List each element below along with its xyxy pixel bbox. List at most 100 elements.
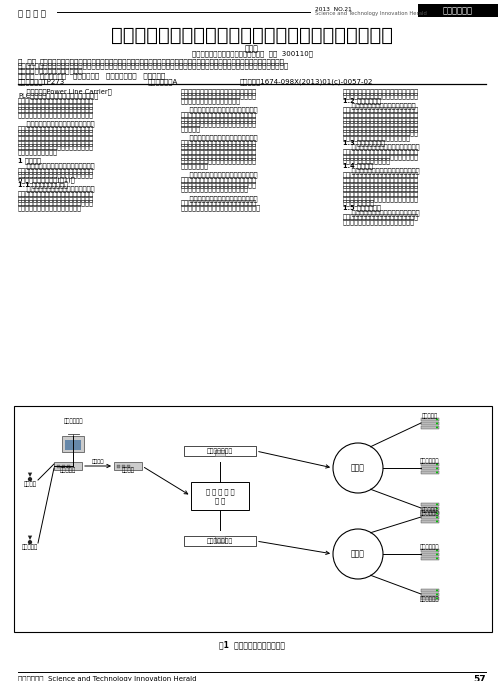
Text: 能力和可扩展性，可以有效地减少因电表硬: 能力和可扩展性，可以有效地减少因电表硬 [181, 93, 257, 99]
Text: 关键词：: 关键词： [18, 72, 35, 79]
Text: 科技创新导报: 科技创新导报 [443, 6, 473, 15]
Circle shape [436, 422, 438, 424]
Text: 件无法升级导致频繁更换的问题。: 件无法升级导致频繁更换的问题。 [181, 97, 241, 104]
Text: 局域网: 局域网 [351, 464, 365, 473]
Text: 化，大大是高家用电器的品质和性能。: 化，大大是高家用电器的品质和性能。 [343, 135, 411, 141]
Text: 随着电子技术的不断提高，智能电表的: 随着电子技术的不断提高，智能电表的 [181, 195, 258, 202]
Text: 模块化智能电表: 模块化智能电表 [207, 448, 233, 454]
Text: 就能提升整套智能电表能力，电表自身也保留: 就能提升整套智能电表能力，电表自身也保留 [181, 204, 261, 211]
FancyBboxPatch shape [421, 549, 439, 552]
Text: 到家庭当中，在提高了家庭整体智能化水平的同时减少了家庭用电，同时拥有标准化模式建成的节能平台可以从根本上解决设备之间的兼容问: 到家庭当中，在提高了家庭整体智能化水平的同时减少了家庭用电，同时拥有标准化模式建… [18, 63, 289, 69]
Text: 1.2 智能家用电器: 1.2 智能家用电器 [343, 97, 381, 104]
Text: 的桥梁作用，这样可以有效地克服因线路过: 的桥梁作用，这样可以有效地克服因线路过 [343, 186, 419, 192]
Text: 局域网: 局域网 [351, 550, 365, 558]
Text: 图1  家庭智能节能系统框架图: 图1 家庭智能节能系统框架图 [219, 640, 285, 649]
FancyBboxPatch shape [62, 465, 65, 468]
FancyBboxPatch shape [122, 465, 125, 468]
FancyBboxPatch shape [127, 465, 130, 468]
FancyBboxPatch shape [421, 466, 439, 470]
Text: 光纤通讯: 光纤通讯 [92, 458, 104, 464]
Text: 工作，并通过电子载波技术实现智能电表与: 工作，并通过电子载波技术实现智能电表与 [181, 144, 257, 151]
Text: 题，增加平台的多样性和可靠性。: 题，增加平台的多样性和可靠性。 [18, 67, 84, 74]
Circle shape [436, 550, 438, 552]
Circle shape [436, 471, 438, 473]
Text: 文献标识码：A: 文献标识码：A [148, 78, 178, 84]
Circle shape [436, 516, 438, 518]
Text: 吴树茂: 吴树茂 [245, 44, 259, 53]
Text: 进行语音或数据传输的一种特殊通信方式。: 进行语音或数据传输的一种特殊通信方式。 [18, 97, 94, 104]
Text: 庭智能化已是今后电子行业、通讯行业及家: 庭智能化已是今后电子行业、通讯行业及家 [18, 125, 94, 132]
FancyBboxPatch shape [62, 436, 84, 452]
Text: 电 力 线 载 波: 电 力 线 载 波 [206, 489, 234, 495]
Text: 保，减少了污染物的排放。: 保，减少了污染物的排放。 [343, 158, 391, 164]
Text: 家庭智能节能系统基本由模块式智能载: 家庭智能节能系统基本由模块式智能载 [18, 162, 95, 169]
FancyBboxPatch shape [421, 556, 439, 560]
Circle shape [436, 597, 438, 599]
Text: 1.5 节能服务系统: 1.5 节能服务系统 [343, 204, 381, 211]
Text: 电力公司服务器之间的信息连接，模块中的: 电力公司服务器之间的信息连接，模块中的 [181, 148, 257, 155]
FancyBboxPatch shape [421, 516, 439, 519]
Text: 网络中端: 网络中端 [121, 467, 135, 473]
Text: 讯的转发，起到联接智能电表与节能服务器: 讯的转发，起到联接智能电表与节能服务器 [343, 181, 419, 187]
Circle shape [436, 418, 438, 420]
Text: 固定模块。: 固定模块。 [181, 125, 201, 132]
Text: 科技创新导报  Science and Technology Innovation Herald: 科技创新导报 Science and Technology Innovation… [18, 675, 197, 681]
Circle shape [436, 558, 438, 559]
FancyBboxPatch shape [421, 417, 439, 421]
Text: 节能服务源: 节能服务源 [60, 467, 76, 473]
FancyBboxPatch shape [117, 465, 120, 468]
Text: 络中端，完成通讯方式由电力载波到光纤通: 络中端，完成通讯方式由电力载波到光纤通 [343, 176, 419, 183]
FancyBboxPatch shape [418, 4, 498, 17]
Text: 使用电力载波技术搭建智能化及标准化的家庭节能平台: 使用电力载波技术搭建智能化及标准化的家庭节能平台 [111, 26, 393, 45]
Text: 2013  NO.21: 2013 NO.21 [315, 7, 352, 12]
Text: 智能家用电器: 智能家用电器 [420, 458, 440, 464]
FancyBboxPatch shape [215, 536, 225, 542]
FancyBboxPatch shape [421, 511, 439, 515]
Text: 通讯模块主要仿其通过局域网实现智能: 通讯模块主要仿其通过局域网实现智能 [181, 135, 258, 141]
Circle shape [436, 467, 438, 469]
Text: 电力线载波Power Line Carrier－: 电力线载波Power Line Carrier－ [18, 88, 111, 95]
FancyBboxPatch shape [191, 482, 249, 510]
Circle shape [28, 540, 32, 544]
Text: 综合处理模块是智能电表的核心，模块: 综合处理模块是智能电表的核心，模块 [181, 172, 258, 178]
Circle shape [436, 589, 438, 591]
Text: 1.3 家庭新能源系统: 1.3 家庭新能源系统 [343, 139, 385, 146]
Circle shape [28, 477, 32, 481]
Text: 家庭，在降低了家庭的用电量的同时低碳环: 家庭，在降低了家庭的用电量的同时低碳环 [343, 153, 419, 160]
Text: 采用高速串口接接，并电表设计成模块式具: 采用高速串口接接，并电表设计成模块式具 [18, 200, 94, 206]
Circle shape [436, 593, 438, 595]
Text: PLC通信是利用电力线路作为信息传输媒介: PLC通信是利用电力线路作为信息传输媒介 [18, 93, 98, 99]
Text: 节能系统家庭: 节能系统家庭 [63, 418, 83, 424]
Text: 现将家庭智能、用电状态监控、数据实时传: 现将家庭智能、用电状态监控、数据实时传 [18, 139, 94, 146]
Text: 其他智能系统: 其他智能系统 [420, 510, 440, 516]
FancyBboxPatch shape [421, 507, 439, 510]
FancyBboxPatch shape [54, 462, 82, 470]
Circle shape [333, 529, 383, 579]
Text: 中图分类号：TP273: 中图分类号：TP273 [18, 78, 65, 84]
Text: 新能源系统: 新能源系统 [422, 507, 438, 513]
Text: 长造成电力载波通讯困难的问题，利用电力: 长造成电力载波通讯困难的问题，利用电力 [343, 190, 419, 197]
Text: 用电器产业的又一重要的发展方向，通过智: 用电器产业的又一重要的发展方向，通过智 [18, 130, 94, 136]
Text: 通讯系统、节能服务系统、用户网络终端共: 通讯系统、节能服务系统、用户网络终端共 [18, 172, 94, 178]
Text: 智能电表采用模块化设计，可以将整体: 智能电表采用模块化设计，可以将整体 [18, 186, 95, 192]
Text: 讯技术已成为我国新型高技术含量的高速信: 讯技术已成为我国新型高技术含量的高速信 [18, 107, 94, 113]
Text: 程的人机对话，而智能化技术可以降低电器: 程的人机对话，而智能化技术可以降低电器 [343, 125, 419, 132]
Text: 面随着智能控制技术的变高、普及，家: 面随着智能控制技术的变高、普及，家 [18, 121, 95, 127]
Polygon shape [28, 535, 32, 540]
Text: 智能家用电器: 智能家用电器 [420, 544, 440, 550]
Text: 波电表、智能家用电器、家庭新能源系统、: 波电表、智能家用电器、家庭新能源系统、 [18, 167, 94, 174]
FancyBboxPatch shape [421, 511, 439, 514]
FancyBboxPatch shape [421, 592, 439, 596]
Text: 智能家用电器是今后家用电器发展的: 智能家用电器是今后家用电器发展的 [343, 102, 415, 108]
Text: 测量功能，并能将计量模块所测量的累积用: 测量功能，并能将计量模块所测量的累积用 [181, 111, 257, 118]
Circle shape [436, 511, 438, 513]
Text: 有相对对的独立性、互换性及通用性: 有相对对的独立性、互换性及通用性 [18, 204, 82, 211]
Text: 载波通讯和光纤通讯的各自优势，提高了通: 载波通讯和光纤通讯的各自优势，提高了通 [343, 195, 419, 202]
Text: 化设计的电表分为计量模块、通讯模块、综: 化设计的电表分为计量模块、通讯模块、综 [18, 190, 94, 197]
FancyBboxPatch shape [14, 406, 492, 632]
Circle shape [436, 554, 438, 556]
Text: 电力载波技术是具有很大潜力的通讯技术，通过它可以建立一套多元素的家庭智能节能系统，将智能节能技术和新能源技术融入: 电力载波技术是具有很大潜力的通讯技术，通过它可以建立一套多元素的家庭智能节能系统… [40, 58, 285, 65]
FancyBboxPatch shape [421, 503, 439, 506]
Text: 57: 57 [473, 675, 486, 681]
Text: 模块化智能电表: 模块化智能电表 [207, 538, 233, 544]
